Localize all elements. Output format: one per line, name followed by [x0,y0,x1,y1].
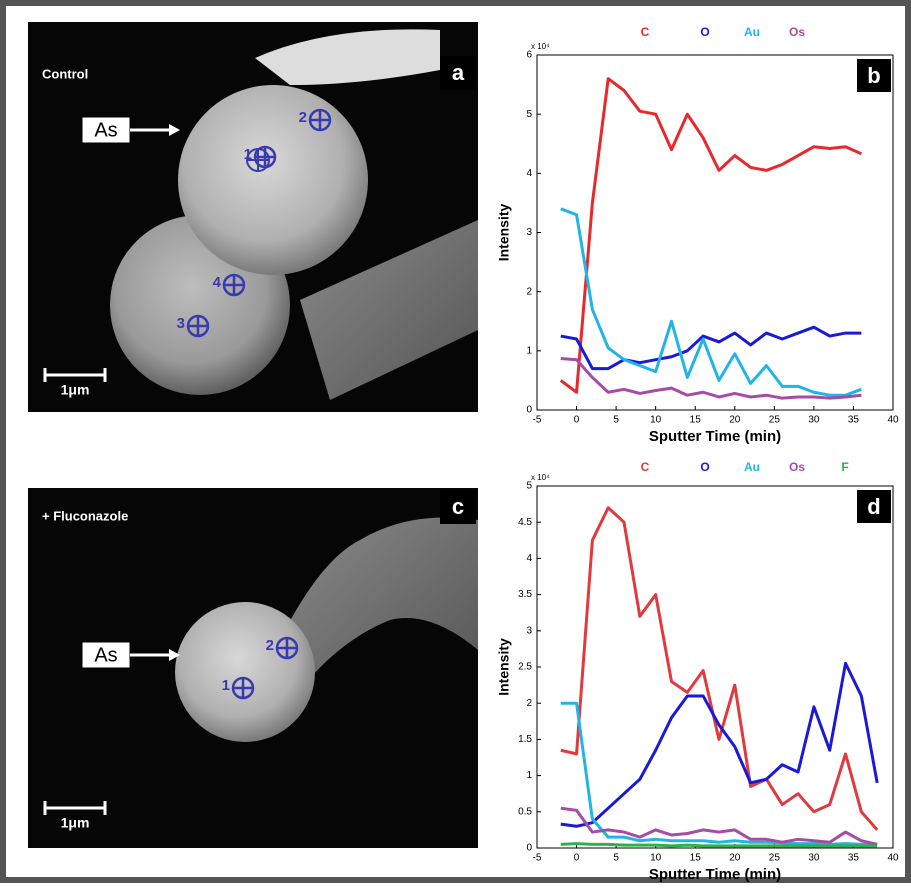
x-tick-label: 10 [650,415,662,426]
x-tick-label: 40 [887,853,899,864]
caption: Control [42,66,88,81]
x-axis-label: Sputter Time (min) [649,428,781,445]
y-tick-label: 4 [526,553,532,564]
point-label: 2 [299,109,307,126]
y-tick-label: 1 [526,770,532,781]
x-tick-label: 20 [729,853,741,864]
point-label: 4 [213,274,222,291]
y-tick-label: 3 [526,227,532,238]
y-tick-label: 2 [526,286,532,297]
y-tick-label: 3 [526,625,532,636]
legend-entry: Os [789,460,805,474]
y-axis-label: Intensity [496,638,512,696]
panel-label: c [452,494,464,519]
point-label: 3 [177,315,185,332]
y-tick-label: 2 [526,698,532,709]
y-tick-label: 0.5 [518,806,532,817]
y-tick-label: 5 [526,481,532,492]
point-marker [277,638,297,658]
x-tick-label: 30 [808,415,820,426]
point-marker [188,316,208,336]
pointer-label: As [94,119,117,141]
scale-label: 1μm [61,382,90,398]
x-tick-label: 5 [613,853,619,864]
x-tick-label: 35 [848,853,860,864]
x-tick-label: 25 [769,853,781,864]
y-tick-label: 4 [526,168,532,179]
x-tick-label: -5 [533,415,542,426]
sem-image-a [28,22,478,412]
point-marker [233,678,253,698]
x-tick-label: 35 [848,415,860,426]
legend-entry: C [641,25,650,39]
y-tick-label: 5 [526,109,532,120]
x-tick-label: 10 [650,853,662,864]
caption: + Fluconazole [42,508,128,523]
panel-label: b [867,63,880,88]
y-axis-label: Intensity [496,204,512,262]
point-marker [255,147,275,167]
legend-entry: O [700,460,709,474]
pointer-label: As [94,644,117,666]
x-tick-label: 25 [769,415,781,426]
x-tick-label: 30 [808,853,820,864]
x-tick-label: 5 [613,415,619,426]
panel-label: a [452,60,465,85]
x-tick-label: 15 [690,415,702,426]
legend-entry: C [641,460,650,474]
x-tick-label: 20 [729,415,741,426]
x-axis-label: Sputter Time (min) [649,866,781,883]
point-marker [224,275,244,295]
figure: a Control As 1μm 1 2 3 4 c + Fluconazole As 1μm 1 2 -5… [0,0,911,883]
point-label: 1 [244,146,252,163]
panel-label: d [867,494,880,519]
legend-entry: F [841,460,848,474]
y-tick-label: 4.5 [518,517,532,528]
legend-entry: Os [789,25,805,39]
y-tick-label: 0 [526,843,532,854]
y-tick-label: 0 [526,405,532,416]
y-tick-label: 1.5 [518,734,532,745]
point-marker [310,110,330,130]
legend-entry: Au [744,25,760,39]
x-tick-label: 15 [690,853,702,864]
y-multiplier: x 10⁴ [531,42,550,51]
y-tick-label: 6 [526,50,532,61]
y-multiplier: x 10⁴ [531,473,550,482]
x-tick-label: 0 [574,853,580,864]
x-tick-label: 40 [887,415,899,426]
x-tick-label: 0 [574,415,580,426]
point-label: 1 [222,677,230,694]
legend-entry: O [700,25,709,39]
y-tick-label: 3.5 [518,589,532,600]
y-tick-label: 1 [526,345,532,356]
y-tick-label: 2.5 [518,662,532,673]
scale-label: 1μm [61,815,90,831]
point-label: 2 [266,637,274,654]
x-tick-label: -5 [533,853,542,864]
legend-entry: Au [744,460,760,474]
